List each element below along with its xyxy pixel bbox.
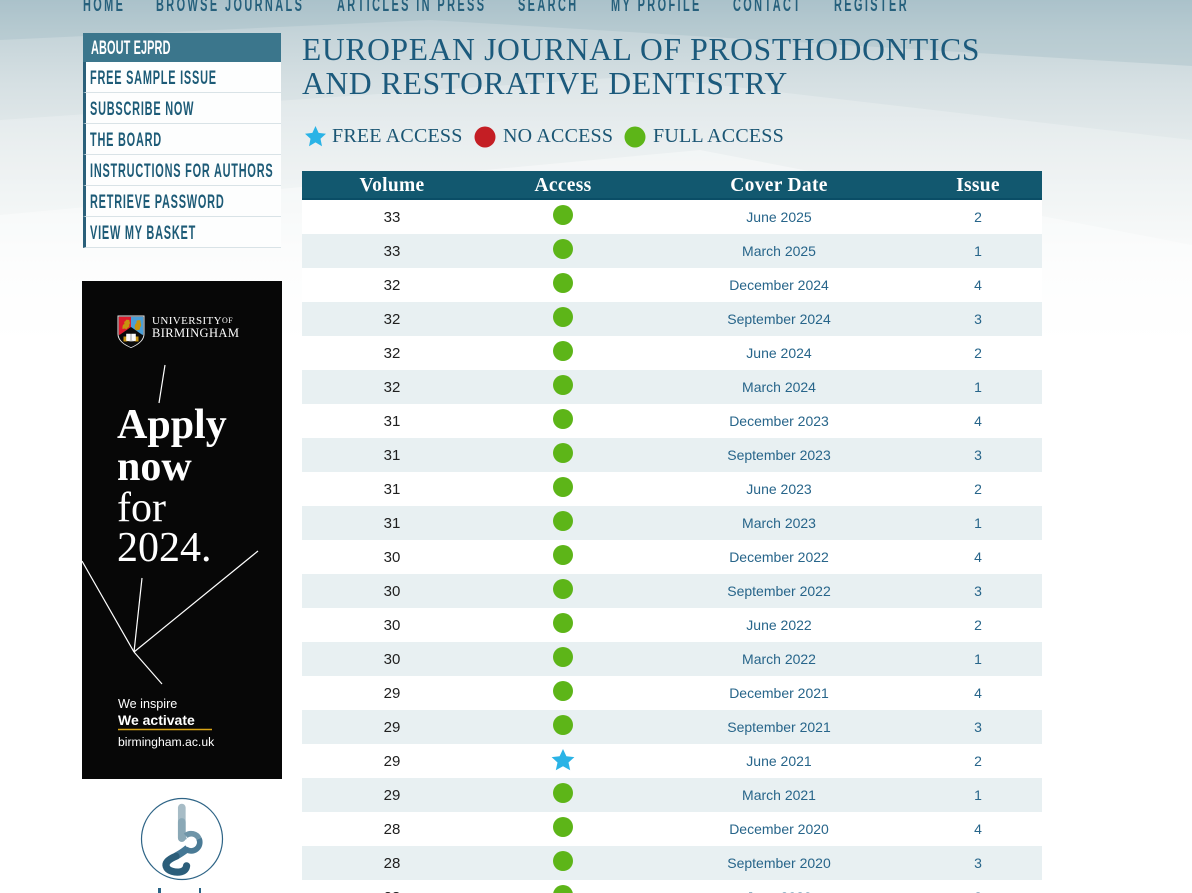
svg-text:for: for (117, 485, 166, 531)
svg-text:Apply: Apply (117, 402, 227, 448)
svg-text:2024.: 2024. (117, 525, 212, 571)
svg-text:now: now (117, 444, 192, 490)
svg-text:birmingham.ac.uk: birmingham.ac.uk (118, 735, 215, 749)
svg-text:BIRMINGHAM: BIRMINGHAM (152, 326, 239, 340)
svg-text:We inspire: We inspire (118, 697, 177, 711)
svg-text:We activate: We activate (118, 712, 195, 728)
svg-text:UNIVERSITYOF: UNIVERSITYOF (152, 315, 233, 327)
